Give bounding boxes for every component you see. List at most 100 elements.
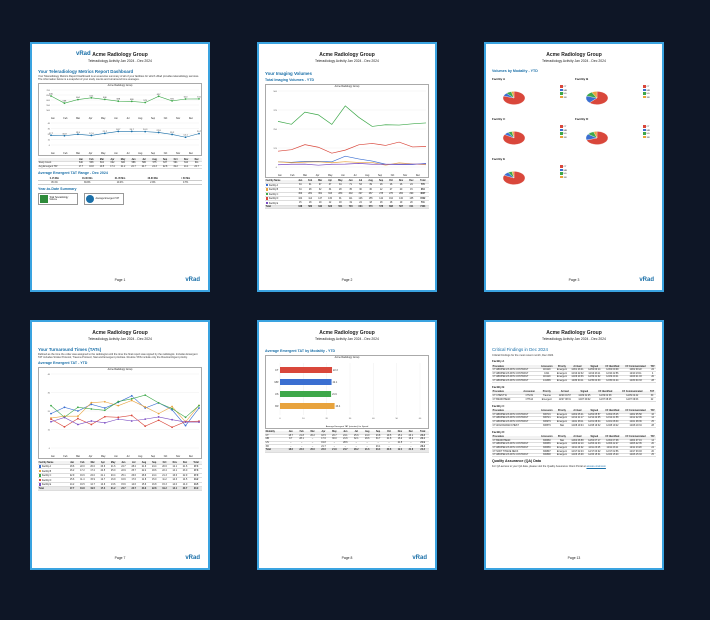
page-number: Page 13: [567, 556, 581, 560]
table-cell: 30.0: [328, 437, 340, 442]
row-label: Facility E: [265, 200, 296, 206]
category-label: XR: [275, 404, 279, 408]
pie-chart: [502, 91, 526, 105]
report-page-3[interactable]: Acme Radiology Group Teleradiology Activ…: [484, 42, 664, 292]
qa-portal-link[interactable]: access.vrad.com: [586, 465, 606, 469]
table-cell: 16.6: [77, 473, 88, 479]
table-cell: 12/30 04:24: [602, 379, 622, 384]
table-row: CT BRAIN/HEAD 177614 Emergent 12/27 08:31 12…: [492, 397, 656, 402]
critical-title: Critical Findings in Dec 2024: [492, 347, 548, 352]
facility-section-title: Facility B: [492, 385, 505, 390]
table-cell: 19: [395, 200, 407, 206]
data-point: [171, 408, 173, 410]
header-cell: Arrived: [554, 391, 575, 395]
report-page-8[interactable]: Acme Radiology Group Teleradiology Activ…: [257, 320, 437, 570]
table-cell: 17.2: [77, 468, 88, 474]
month-tick-label: Feb: [63, 118, 68, 121]
table-cell: 12/21 08:36: [621, 420, 650, 425]
table-cell: 343: [325, 192, 335, 198]
data-label: 611: [197, 97, 201, 99]
data-point: [184, 136, 187, 139]
table-cell: 12/10 22:32: [568, 371, 586, 376]
table-cell: 164: [386, 196, 396, 202]
table-cell: 12/26 15:33: [621, 453, 650, 458]
table-cell: 11.4: [77, 477, 88, 483]
table-row: CT 18.7 21.8 20.2 18.5 20.7 24.1 25.6 24.0 23.8 19…: [265, 434, 429, 439]
header-cell: Jul: [350, 431, 362, 435]
pie-legend: CT MR US XR: [560, 125, 567, 140]
ytd-volume-card[interactable]: Total Teleradiology Volume: [38, 193, 78, 206]
header-cell: TAT: [649, 409, 656, 414]
row-name: MR: [265, 438, 270, 441]
legend-label: US: [563, 173, 567, 176]
header-cell: Procedure: [492, 435, 539, 440]
table-cell: 28.6: [339, 441, 351, 446]
table-cell: 14: [649, 416, 656, 421]
table-cell: –: [328, 444, 340, 449]
table-cell: 575: [149, 161, 160, 166]
header-cell: Jun: [339, 431, 351, 435]
critical-findings-table: Procedure Accession Priority Arrived Signed C…: [492, 391, 656, 402]
table-cell: CT SOFT TISSUE NECK: [492, 449, 539, 454]
data-point: [144, 394, 147, 397]
tat-range-header: 46-60 Min: [136, 177, 170, 182]
header-cell: Oct: [159, 461, 170, 466]
header-cell: Jan: [75, 158, 87, 163]
table-row: XR – – –21.7– – – –23.1– – –23.4: [265, 444, 429, 449]
table-row: Facility A 34 31 37 37 34 71 53 39 18 16 16 24 778: [265, 183, 429, 189]
table-cell: Trauma: [538, 394, 555, 399]
legend-swatch: [38, 469, 42, 473]
table-cell: CT ABD/PELVIS W/IV CONTRAST: [492, 446, 539, 451]
table-cell: 4: [649, 371, 656, 376]
header-cell: Priority: [554, 435, 569, 440]
data-point: [171, 426, 173, 429]
report-period: Teleradiology Activity Jan 2024 - Dec 20…: [315, 59, 379, 63]
pie-legend: CT MR US XR: [643, 85, 650, 100]
total-row: Total 17.7 16.8 19.5 17.4 21.2 24.7 24.7 24.3 22.…: [38, 486, 202, 491]
table-cell: 12/12 22:05: [585, 416, 603, 421]
table-cell: 34: [334, 183, 346, 189]
y-tick-label: 10: [48, 430, 51, 432]
legend-label: CT: [646, 125, 650, 128]
table-cell: 14.1: [169, 468, 180, 474]
table-cell: 15.1: [394, 434, 406, 439]
data-label: 17.4: [89, 133, 94, 135]
row-label: Facility D: [265, 196, 296, 202]
table-cell: 22.9: [179, 473, 191, 479]
table-cell: –: [307, 444, 319, 449]
page-header: Acme Radiology Group Teleradiology Activ…: [32, 52, 208, 63]
tat-range-grid: 0-15 Min 16-30 Min 31-45 Min 46-60 Min > 60 …: [38, 177, 202, 186]
table-cell: 22.2: [138, 468, 150, 474]
table-cell: –: [296, 444, 308, 449]
table-cell: 12/28 19:34: [621, 423, 650, 428]
data-point: [130, 414, 133, 417]
table-cell: 177231: [519, 394, 539, 399]
company-name: Acme Radiology Group: [92, 52, 148, 58]
avg-tat-row: Avg Emergent TAT 17.7 16.8 19.5 17.4 21.2 24.7…: [38, 165, 202, 170]
data-label: 20.7: [197, 132, 202, 134]
table-cell: 22.4: [159, 468, 170, 474]
table-cell: 37: [315, 183, 326, 189]
table-cell: 16.8: [149, 482, 160, 488]
ytd-tat-card[interactable]: Average Emergent TAT: [84, 193, 124, 206]
row-name: Facility D: [268, 198, 279, 201]
series-line: [50, 131, 200, 138]
legend-swatch: [560, 85, 563, 88]
table-cell: 12/27 08:31: [554, 397, 575, 402]
report-page-2[interactable]: Acme Radiology Group Teleradiology Activ…: [257, 42, 437, 292]
table-cell: 23.1: [405, 434, 417, 439]
legend-item: XR: [560, 175, 567, 180]
month-tick-label: Jun: [114, 153, 118, 156]
report-page-13[interactable]: Acme Radiology Group Teleradiology Activ…: [484, 320, 664, 570]
month-tick-label: May: [101, 153, 106, 156]
table-cell: 24.7: [118, 486, 129, 491]
qa-text: For QA access to your QA data, please vi…: [492, 465, 656, 468]
y-tick-label: 550: [46, 105, 50, 107]
table-cell: Emergent: [554, 368, 569, 373]
table-cell: 35: [345, 187, 356, 193]
header-cell: Procedure: [492, 365, 539, 369]
report-page-1[interactable]: vRad Acme Radiology Group Teleradiology …: [30, 42, 210, 292]
table-cell: 608: [386, 205, 396, 210]
report-page-7[interactable]: Acme Radiology Group Teleradiology Activ…: [30, 320, 210, 570]
legend-label: CT: [563, 85, 567, 88]
